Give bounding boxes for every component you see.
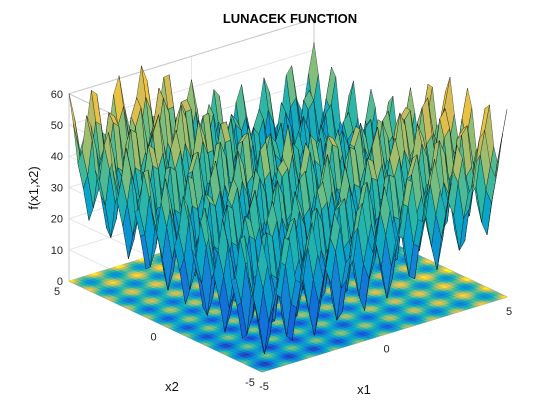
surface-mesh: [68, 42, 508, 355]
box-edge: [68, 18, 315, 95]
